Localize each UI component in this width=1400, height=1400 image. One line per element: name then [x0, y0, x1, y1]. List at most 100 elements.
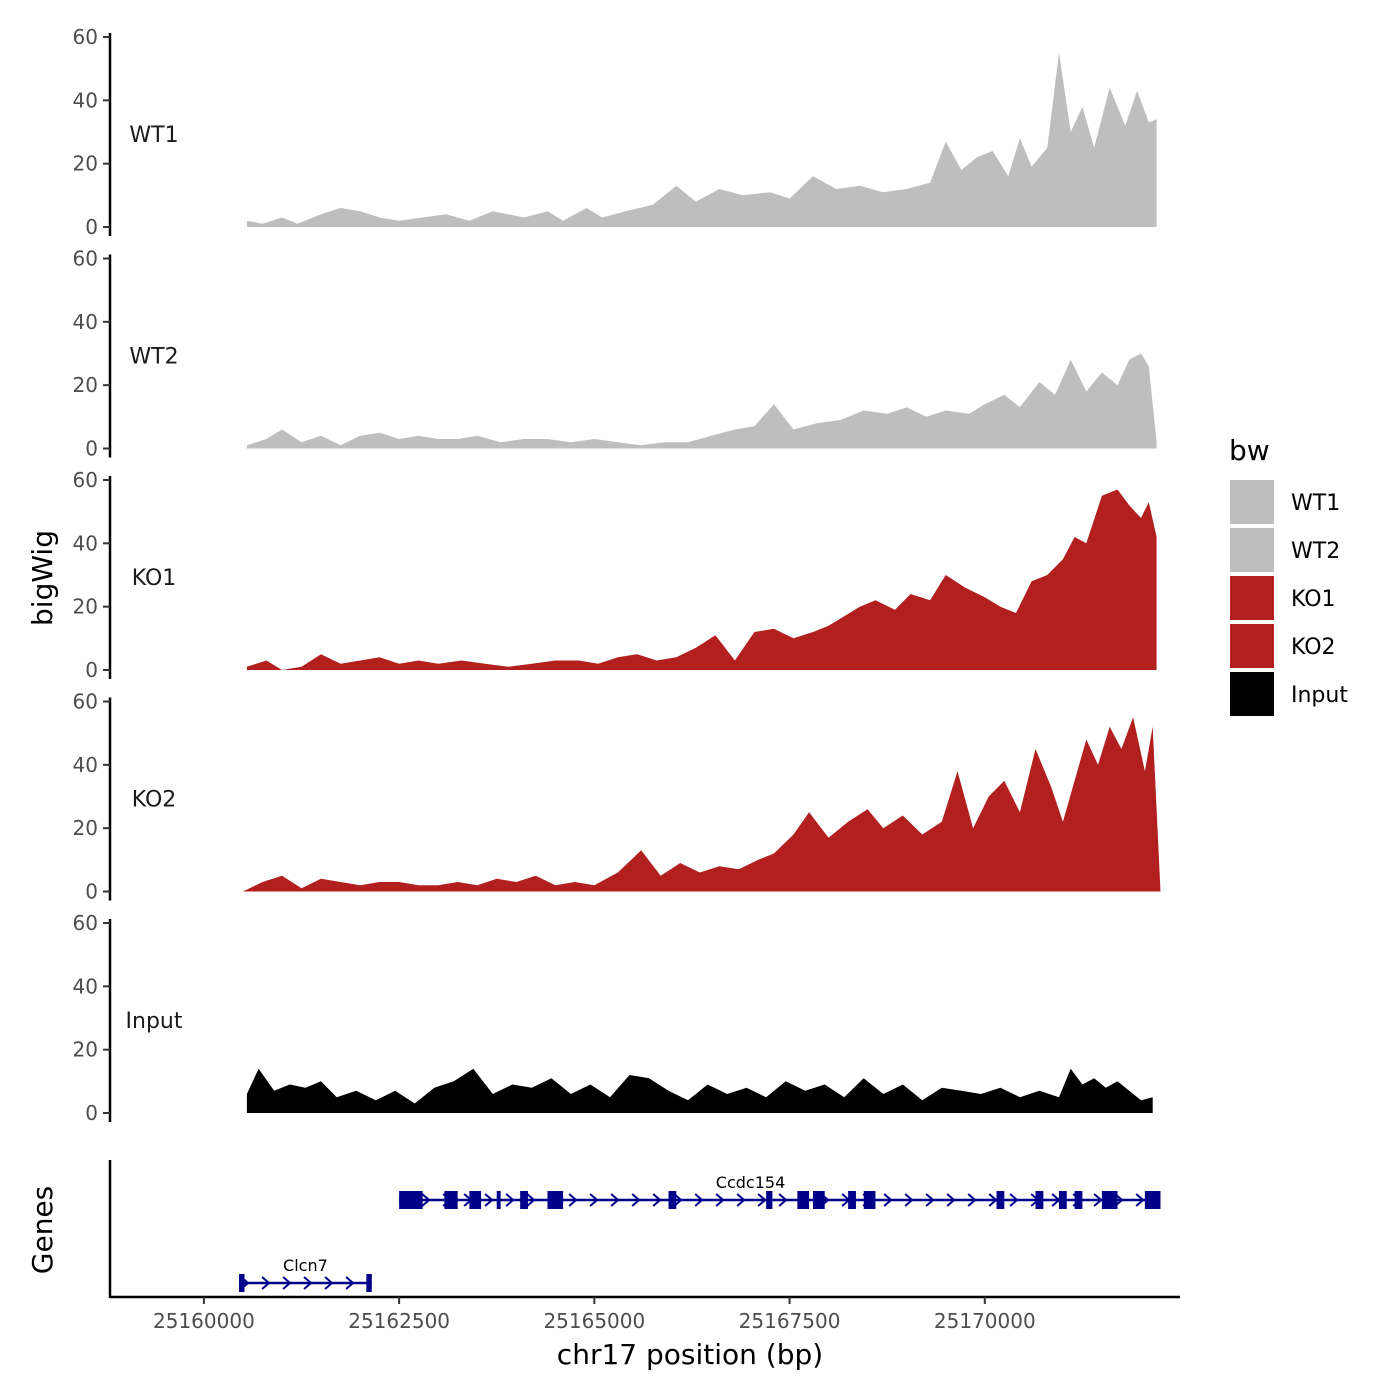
strand-arrow — [967, 1193, 977, 1207]
y-tick-label: 60 — [73, 911, 98, 935]
exon — [996, 1191, 1005, 1209]
track-wt1: 0 20 40 60 WT1 — [73, 25, 1157, 239]
track-label-wt1: WT1 — [129, 123, 178, 148]
legend: bw WT1 WT2 KO1 KO2 Input — [1229, 434, 1348, 716]
strand-arrow — [904, 1193, 914, 1207]
strand-arrow — [1009, 1193, 1019, 1207]
strand-arrow — [303, 1276, 313, 1290]
legend-swatch — [1230, 576, 1274, 620]
strand-arrow — [345, 1276, 355, 1290]
strand-arrow — [631, 1193, 641, 1207]
exon — [668, 1191, 677, 1209]
strand-arrow — [589, 1193, 599, 1207]
gene-ccdc154: Ccdc154 — [399, 1173, 1161, 1209]
strand-arrow — [505, 1193, 515, 1207]
y-tick-label: 40 — [73, 753, 98, 777]
y-tick-label: 40 — [73, 531, 98, 555]
y-tick-label: 20 — [73, 816, 98, 840]
exon — [399, 1191, 423, 1209]
y-tick-label: 20 — [73, 373, 98, 397]
y-tick-label: 20 — [73, 152, 98, 176]
x-tick-label: 25170000 — [934, 1309, 1036, 1333]
x-tick-label: 25162500 — [348, 1309, 450, 1333]
exon — [496, 1191, 501, 1209]
exon — [1144, 1191, 1161, 1209]
track-label-ko1: KO1 — [132, 566, 177, 591]
y-tick-label: 0 — [85, 880, 98, 904]
x-tick-label: 25167500 — [739, 1309, 841, 1333]
strand-arrow — [484, 1193, 494, 1207]
x-axis-title: chr17 position (bp) — [557, 1338, 823, 1371]
exon — [366, 1274, 372, 1292]
x-tick-label: 25165000 — [543, 1309, 645, 1333]
exon — [469, 1191, 482, 1209]
strand-arrow — [883, 1193, 893, 1207]
exon — [812, 1191, 825, 1209]
y-tick-label: 60 — [73, 25, 98, 49]
exon — [239, 1274, 245, 1292]
track-ko1: 0 20 40 60 KO1 — [73, 468, 1157, 682]
exon — [444, 1191, 458, 1209]
y-tick-label: 20 — [73, 595, 98, 619]
y-tick-label: 0 — [85, 1101, 98, 1125]
coverage-tracks: 0 20 40 60 WT1 0 20 40 60 WT2 0 20 40 60 KO1 0 20 40 60 KO2… — [73, 25, 1161, 1125]
strand-arrow — [1135, 1193, 1145, 1207]
exon — [1101, 1191, 1118, 1209]
coverage-area-ko1 — [246, 489, 1157, 670]
y-axis-title: bigWig — [26, 530, 59, 626]
strand-arrow — [673, 1193, 683, 1207]
strand-arrow — [610, 1193, 620, 1207]
track-label-ko2: KO2 — [132, 788, 177, 813]
gene-label: Clcn7 — [283, 1256, 328, 1275]
strand-arrow — [778, 1193, 788, 1207]
y-tick-label: 60 — [73, 690, 98, 714]
gene-label: Ccdc154 — [716, 1173, 785, 1192]
strand-arrow — [1093, 1193, 1103, 1207]
y-tick-label: 0 — [85, 215, 98, 239]
strand-arrow — [568, 1193, 578, 1207]
exon — [547, 1191, 564, 1209]
track-label-wt2: WT2 — [129, 345, 178, 370]
strand-arrow — [988, 1193, 998, 1207]
strand-arrow — [715, 1193, 725, 1207]
legend-label: KO1 — [1291, 587, 1336, 612]
legend-label: WT1 — [1291, 491, 1340, 516]
strand-arrow — [925, 1193, 935, 1207]
legend-label: WT2 — [1291, 539, 1340, 564]
gene-track: Clcn7 Ccdc154 — [108, 1160, 1161, 1298]
coverage-area-wt1 — [246, 52, 1157, 227]
y-tick-label: 20 — [73, 1038, 98, 1062]
legend-title: bw — [1229, 434, 1270, 467]
legend-entry-wt2: WT2 — [1230, 528, 1340, 572]
exon — [863, 1191, 876, 1209]
y-tick-label: 40 — [73, 974, 98, 998]
coverage-area-input — [246, 1068, 1153, 1113]
exon — [1035, 1191, 1044, 1209]
strand-arrow — [946, 1193, 956, 1207]
strand-arrow — [324, 1276, 334, 1290]
legend-label: KO2 — [1291, 635, 1336, 660]
strand-arrow — [736, 1193, 746, 1207]
exon — [848, 1191, 856, 1209]
strand-arrow — [421, 1193, 431, 1207]
legend-label: Input — [1291, 683, 1348, 708]
y-tick-label: 60 — [73, 468, 98, 492]
x-axis: 25160000 25162500 25165000 25167500 25170000 — [110, 1295, 1180, 1333]
coverage-area-wt2 — [246, 353, 1157, 449]
legend-entry-input: Input — [1230, 672, 1348, 716]
y-tick-label: 0 — [85, 437, 98, 461]
exon — [520, 1191, 528, 1209]
legend-swatch — [1230, 624, 1274, 668]
genes-axis-title: Genes — [26, 1186, 59, 1274]
legend-entry-wt1: WT1 — [1230, 480, 1340, 524]
exon — [797, 1191, 810, 1209]
strand-arrow — [694, 1193, 704, 1207]
track-label-input: Input — [126, 1009, 183, 1034]
y-tick-label: 40 — [73, 88, 98, 112]
y-tick-label: 40 — [73, 310, 98, 334]
y-tick-label: 0 — [85, 658, 98, 682]
strand-arrow — [282, 1276, 292, 1290]
exon — [1074, 1191, 1083, 1209]
track-wt2: 0 20 40 60 WT2 — [73, 247, 1157, 461]
